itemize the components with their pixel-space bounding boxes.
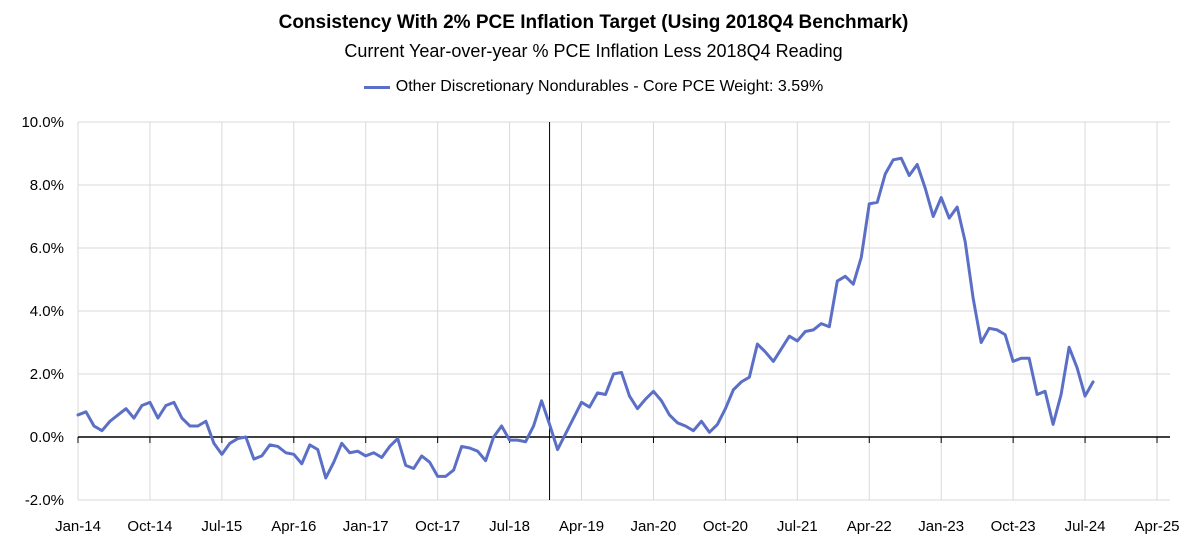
x-tick-label: Jul-21 (777, 518, 818, 535)
x-tick-label: Apr-16 (271, 518, 316, 535)
series-line-other-discretionary-nondurables (76, 156, 1095, 480)
y-axis-tick-labels: -2.0% 0.0% 2.0% 4.0% 6.0% 8.0% 10.0% (21, 114, 64, 509)
x-tick-label: Jan-14 (55, 518, 101, 535)
y-tick-label: 10.0% (21, 114, 64, 131)
y-tick-label: 8.0% (30, 177, 64, 194)
gridlines (77, 121, 1170, 501)
legend: Other Discretionary Nondurables - Core P… (0, 78, 1187, 96)
x-tick-label: Jul-15 (201, 518, 242, 535)
legend-swatch (363, 85, 390, 89)
legend-label: Other Discretionary Nondurables - Core P… (395, 78, 824, 95)
series-lines (76, 156, 1095, 480)
y-tick-label: 0.0% (30, 429, 64, 446)
chart-title: Consistency With 2% PCE Inflation Target… (278, 12, 909, 33)
x-axis-tick-labels: Jan-14 Oct-14 Jul-15 Apr-16 Jan-17 Oct-17 Jul-… (55, 518, 1179, 535)
x-tick-label: Oct-23 (991, 518, 1036, 535)
axes (77, 122, 1170, 500)
x-tick-label: Oct-20 (703, 518, 748, 535)
x-tick-label: Apr-22 (847, 518, 892, 535)
y-tick-label: 6.0% (30, 240, 64, 257)
x-tick-label: Oct-14 (127, 518, 172, 535)
x-tick-label: Jan-17 (343, 518, 389, 535)
x-tick-label: Jan-20 (631, 518, 677, 535)
x-tick-label: Jul-18 (489, 518, 530, 535)
y-tick-label: 4.0% (30, 303, 64, 320)
x-tick-label: Oct-17 (415, 518, 460, 535)
x-tick-label: Apr-19 (559, 518, 604, 535)
x-tick-label: Apr-25 (1134, 518, 1179, 535)
chart-subtitle: Current Year-over-year % PCE Inflation L… (344, 41, 843, 61)
x-tick-label: Jan-23 (918, 518, 964, 535)
y-tick-label: -2.0% (25, 492, 64, 509)
y-tick-label: 2.0% (30, 366, 64, 383)
x-tick-label: Jul-24 (1065, 518, 1106, 535)
